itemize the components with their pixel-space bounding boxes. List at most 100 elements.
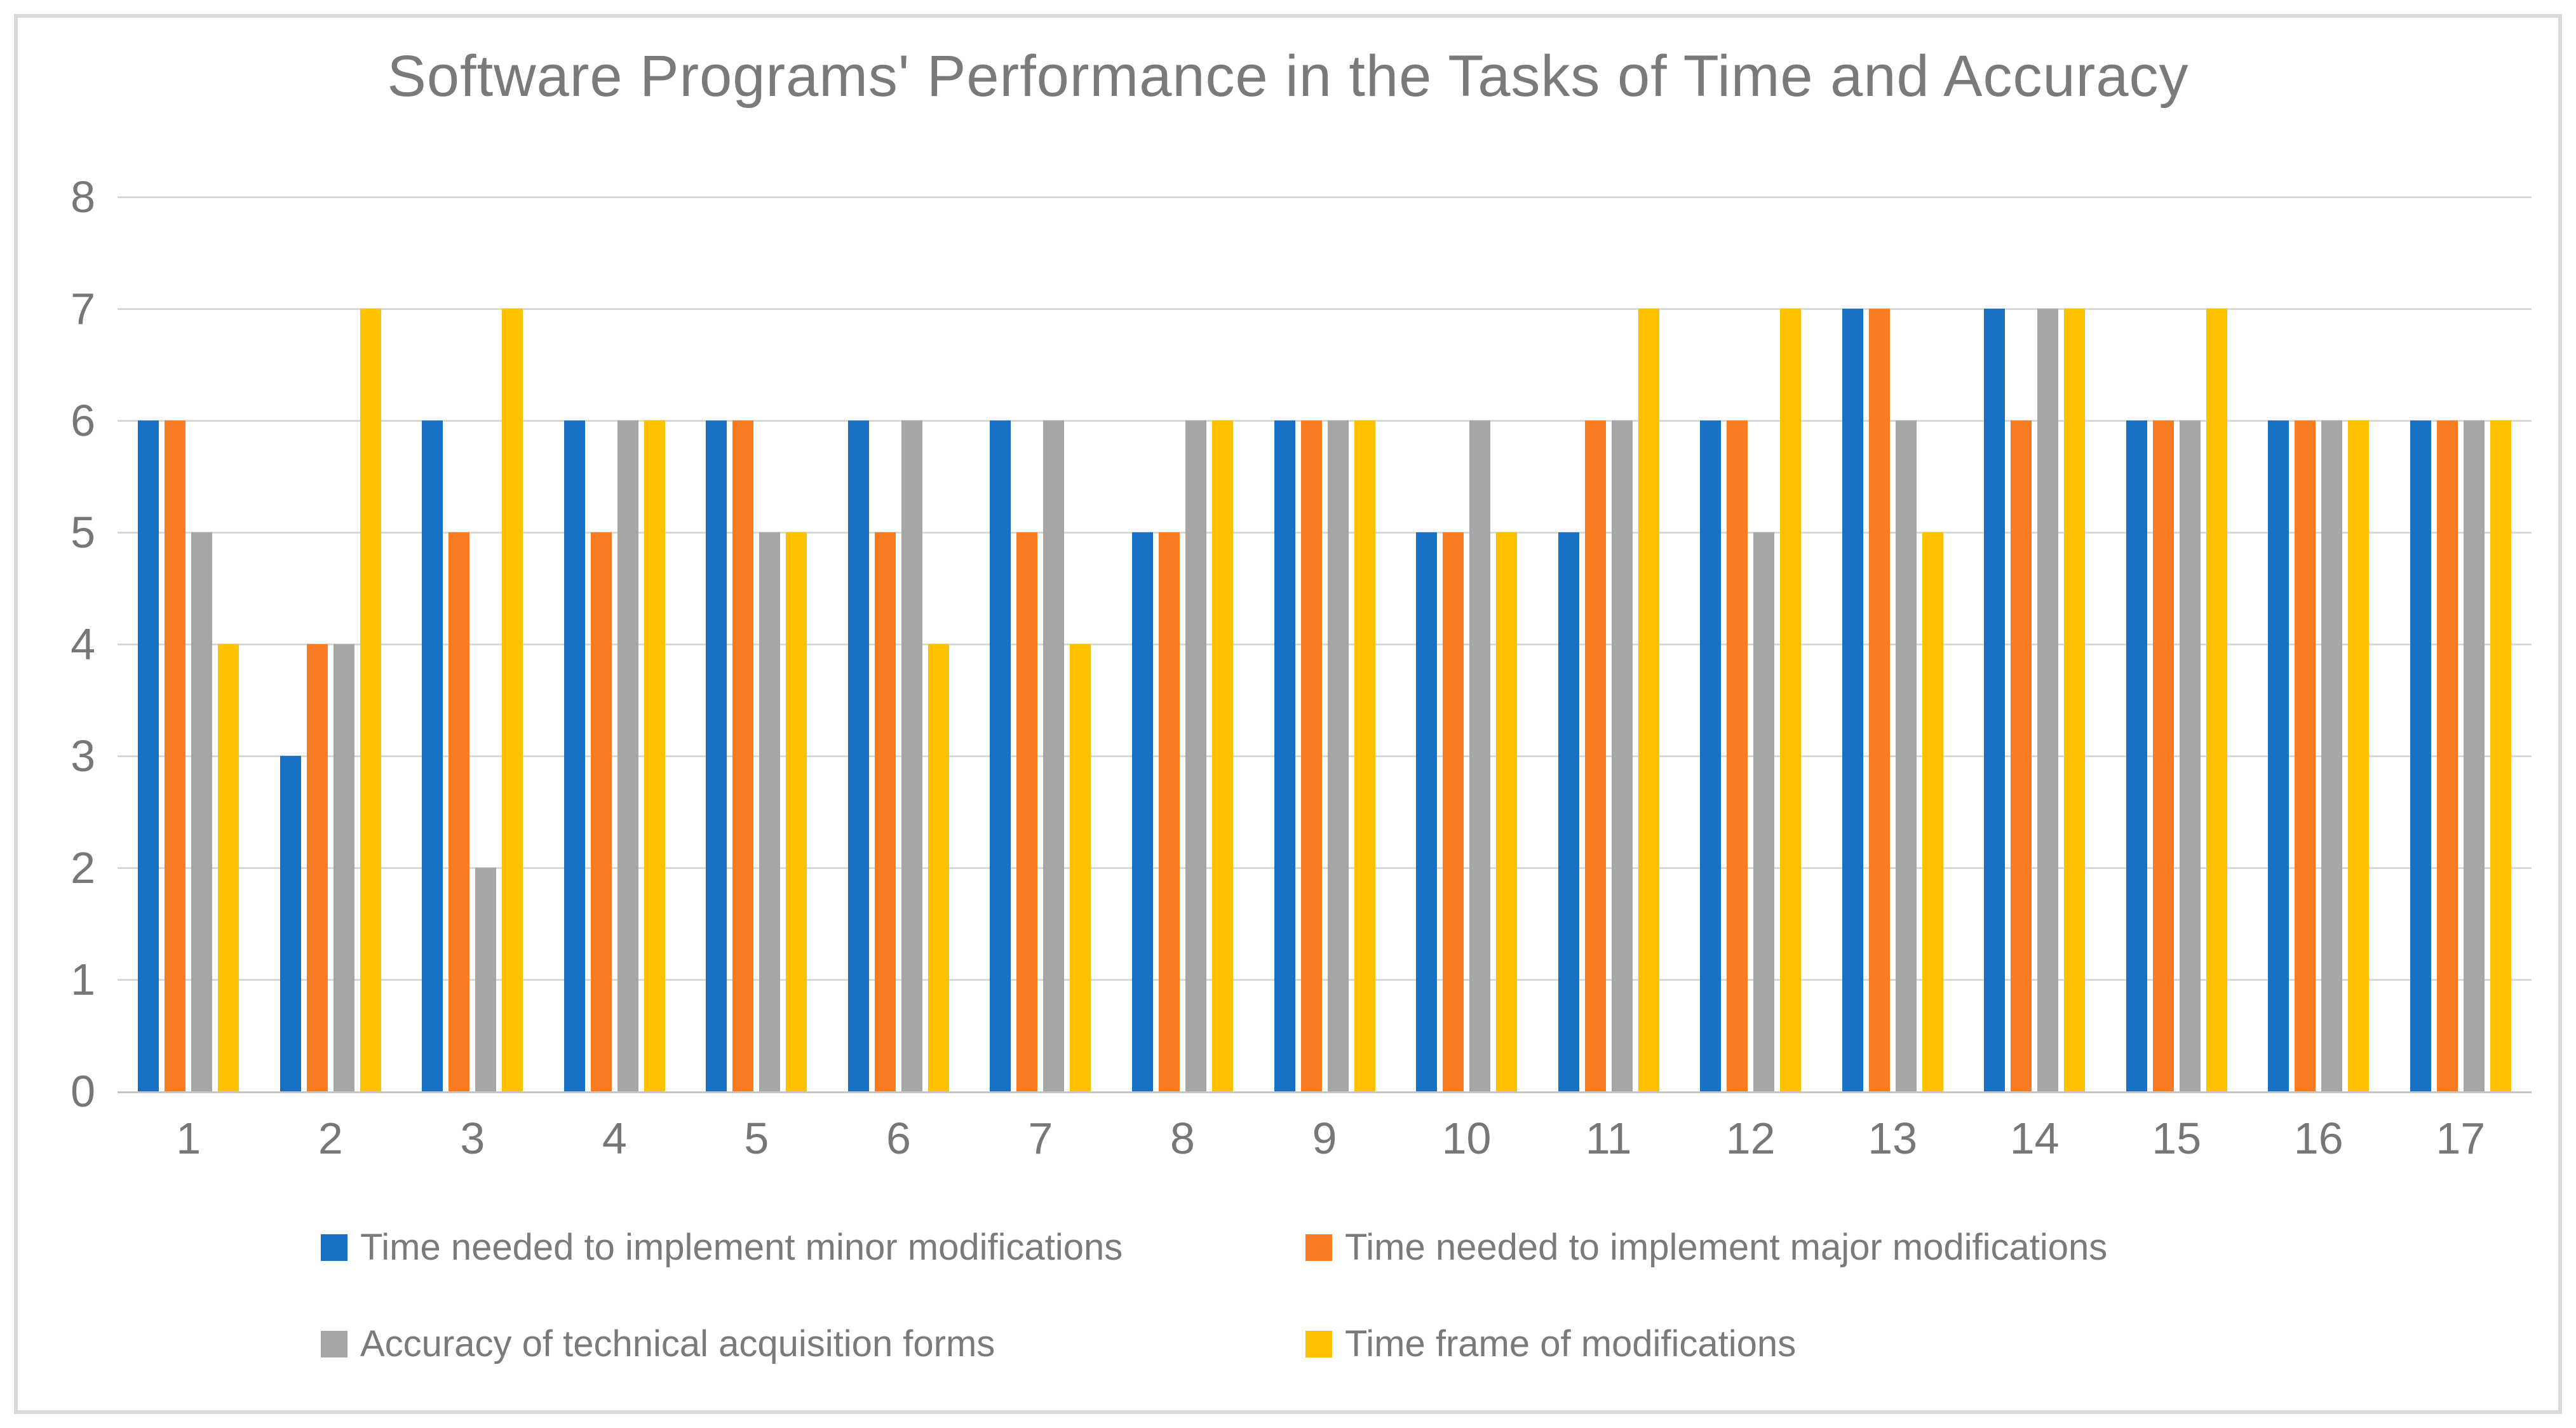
legend-label: Accuracy of technical acquisition forms bbox=[360, 1323, 995, 1364]
chart-title: Software Programs' Performance in the Ta… bbox=[387, 44, 2189, 109]
bar-6-accuracy-of-technical-acquisition-forms bbox=[901, 421, 922, 1091]
bar-4-time-frame-of-modifications bbox=[644, 421, 665, 1091]
x-tick-label-11: 11 bbox=[1585, 1114, 1632, 1163]
bar-15-time-needed-to-implement-major-modifications bbox=[2152, 421, 2174, 1091]
bar-16-accuracy-of-technical-acquisition-forms bbox=[2321, 421, 2343, 1091]
bar-13-time-frame-of-modifications bbox=[1922, 532, 1943, 1091]
x-tick-label-2: 2 bbox=[318, 1114, 343, 1163]
x-tick-label-13: 13 bbox=[1868, 1114, 1918, 1163]
x-tick-label-7: 7 bbox=[1028, 1114, 1053, 1163]
gridline-y1 bbox=[118, 978, 2532, 981]
bar-2-time-needed-to-implement-minor-modifications bbox=[280, 756, 301, 1091]
bar-16-time-frame-of-modifications bbox=[2348, 421, 2370, 1091]
y-tick-label-1: 1 bbox=[71, 955, 95, 1004]
bar-9-time-frame-of-modifications bbox=[1354, 421, 1375, 1091]
bar-group-2 bbox=[260, 197, 402, 1091]
y-tick-label-3: 3 bbox=[71, 731, 95, 781]
legend-label: Time needed to implement major modificat… bbox=[1345, 1227, 2108, 1268]
y-tick-label-8: 8 bbox=[71, 172, 95, 222]
y-tick-label-7: 7 bbox=[71, 284, 95, 333]
y-axis: 0 1 2 3 4 5 6 7 8 bbox=[25, 172, 95, 1116]
bar-5-accuracy-of-technical-acquisition-forms bbox=[759, 532, 781, 1091]
legend-marker-icon bbox=[1305, 1330, 1332, 1357]
bar-group-16 bbox=[2248, 197, 2390, 1091]
bar-3-accuracy-of-technical-acquisition-forms bbox=[475, 868, 497, 1091]
bar-13-time-needed-to-implement-major-modifications bbox=[1868, 309, 1890, 1091]
bar-14-time-needed-to-implement-major-modifications bbox=[2011, 421, 2032, 1091]
bar-7-accuracy-of-technical-acquisition-forms bbox=[1043, 421, 1065, 1091]
bar-2-time-needed-to-implement-major-modifications bbox=[306, 644, 328, 1091]
bar-group-5 bbox=[685, 197, 828, 1091]
bar-5-time-frame-of-modifications bbox=[786, 532, 807, 1091]
bar-13-accuracy-of-technical-acquisition-forms bbox=[1895, 421, 1917, 1091]
bar-8-time-needed-to-implement-major-modifications bbox=[1158, 532, 1180, 1091]
legend-label: Time needed to implement minor modificat… bbox=[360, 1227, 1123, 1268]
bar-7-time-needed-to-implement-major-modifications bbox=[1016, 532, 1038, 1091]
y-tick-label-2: 2 bbox=[71, 843, 95, 892]
bar-11-time-needed-to-implement-minor-modifications bbox=[1558, 532, 1579, 1091]
x-tick-label-4: 4 bbox=[602, 1114, 627, 1163]
bar-17-accuracy-of-technical-acquisition-forms bbox=[2463, 421, 2485, 1091]
bar-group-14 bbox=[1964, 197, 2106, 1091]
legend-item-time-frame-of-modifications: Time frame of modifications bbox=[1305, 1323, 2107, 1365]
bar-12-time-needed-to-implement-major-modifications bbox=[1727, 421, 1748, 1091]
bar-9-accuracy-of-technical-acquisition-forms bbox=[1327, 421, 1349, 1091]
x-tick-label-16: 16 bbox=[2293, 1114, 2343, 1163]
bar-4-accuracy-of-technical-acquisition-forms bbox=[617, 421, 638, 1091]
bar-3-time-needed-to-implement-major-modifications bbox=[448, 532, 470, 1091]
bar-8-time-needed-to-implement-minor-modifications bbox=[1131, 532, 1153, 1091]
bar-10-accuracy-of-technical-acquisition-forms bbox=[1469, 421, 1491, 1091]
bar-12-accuracy-of-technical-acquisition-forms bbox=[1753, 532, 1775, 1091]
bar-14-time-frame-of-modifications bbox=[2064, 309, 2086, 1091]
bar-12-time-needed-to-implement-minor-modifications bbox=[1700, 421, 1722, 1091]
legend-item-time-needed-to-implement-minor-modifications: Time needed to implement minor modificat… bbox=[321, 1226, 1305, 1269]
gridline-y8 bbox=[118, 196, 2532, 198]
y-tick-label-6: 6 bbox=[71, 396, 95, 445]
legend: Time needed to implement minor modificat… bbox=[321, 1226, 2107, 1365]
x-tick-label-17: 17 bbox=[2436, 1114, 2486, 1163]
legend-marker-icon bbox=[321, 1234, 347, 1261]
bar-8-accuracy-of-technical-acquisition-forms bbox=[1185, 421, 1206, 1091]
gridline-y2 bbox=[118, 866, 2532, 869]
bar-4-time-needed-to-implement-major-modifications bbox=[590, 532, 612, 1091]
x-tick-label-12: 12 bbox=[1725, 1114, 1776, 1163]
x-tick-label-14: 14 bbox=[2009, 1114, 2060, 1163]
bar-group-1 bbox=[118, 197, 260, 1091]
x-tick-label-6: 6 bbox=[886, 1114, 911, 1163]
bar-14-accuracy-of-technical-acquisition-forms bbox=[2037, 309, 2059, 1091]
bar-4-time-needed-to-implement-minor-modifications bbox=[563, 421, 585, 1091]
bar-group-13 bbox=[1821, 197, 1964, 1091]
bar-9-time-needed-to-implement-minor-modifications bbox=[1274, 421, 1295, 1091]
bar-16-time-needed-to-implement-major-modifications bbox=[2295, 421, 2316, 1091]
y-tick-label-5: 5 bbox=[71, 508, 95, 557]
bar-5-time-needed-to-implement-major-modifications bbox=[732, 421, 754, 1091]
legend-item-time-needed-to-implement-major-modifications: Time needed to implement major modificat… bbox=[1305, 1226, 2107, 1269]
bar-14-time-needed-to-implement-minor-modifications bbox=[1984, 309, 2006, 1091]
bar-15-time-frame-of-modifications bbox=[2206, 309, 2227, 1091]
bar-6-time-needed-to-implement-major-modifications bbox=[874, 532, 896, 1091]
legend-item-accuracy-of-technical-acquisition-forms: Accuracy of technical acquisition forms bbox=[321, 1323, 1305, 1365]
gridline-y3 bbox=[118, 755, 2532, 757]
bar-group-10 bbox=[1396, 197, 1538, 1091]
bar-11-accuracy-of-technical-acquisition-forms bbox=[1611, 421, 1633, 1091]
bar-group-3 bbox=[401, 197, 544, 1091]
bar-group-8 bbox=[1112, 197, 1254, 1091]
bar-15-accuracy-of-technical-acquisition-forms bbox=[2179, 421, 2201, 1091]
bar-17-time-needed-to-implement-major-modifications bbox=[2436, 421, 2458, 1091]
x-axis: 1 2 3 4 5 6 7 8 9 10 11 12 13 14 15 16 17 bbox=[118, 1113, 2532, 1164]
bar-12-time-frame-of-modifications bbox=[1780, 309, 1802, 1091]
x-tick-label-10: 10 bbox=[1441, 1114, 1492, 1163]
bar-2-accuracy-of-technical-acquisition-forms bbox=[333, 644, 354, 1091]
bar-11-time-needed-to-implement-major-modifications bbox=[1584, 421, 1606, 1091]
bar-9-time-needed-to-implement-major-modifications bbox=[1300, 421, 1322, 1091]
y-tick-label-0: 0 bbox=[71, 1067, 95, 1116]
legend-marker-icon bbox=[1305, 1234, 1332, 1261]
bar-10-time-needed-to-implement-minor-modifications bbox=[1416, 532, 1438, 1091]
bars-layer bbox=[118, 197, 2532, 1091]
bar-group-12 bbox=[1680, 197, 1822, 1091]
plot-area bbox=[118, 196, 2532, 1093]
x-tick-label-5: 5 bbox=[744, 1114, 769, 1163]
bar-group-17 bbox=[2390, 197, 2532, 1091]
bar-1-time-frame-of-modifications bbox=[218, 644, 239, 1091]
